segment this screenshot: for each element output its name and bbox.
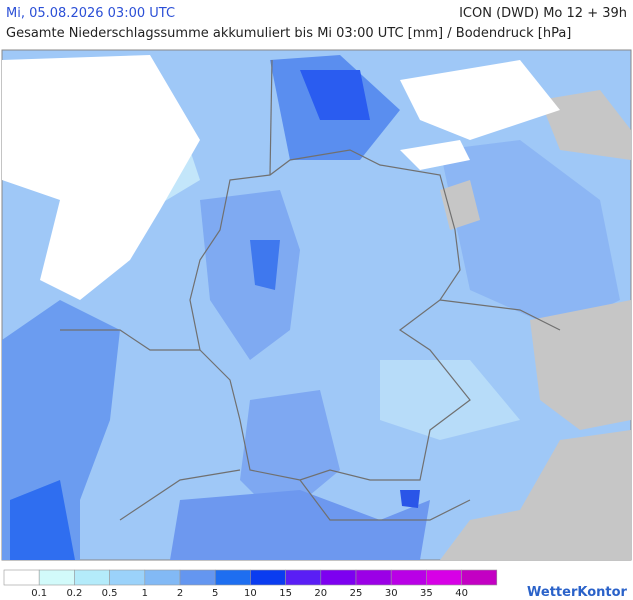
datetime: Mi, 05.08.2026 03:00 UTC	[6, 6, 176, 21]
legend-swatch	[355, 569, 392, 586]
legend-label: 40	[455, 588, 468, 599]
logo-text: WetterKontor	[527, 585, 628, 600]
legend-swatch	[3, 569, 40, 586]
legend-swatch	[109, 569, 146, 586]
legend-label: 35	[420, 588, 433, 599]
legend-label: 2	[177, 588, 183, 599]
legend-swatch	[74, 569, 110, 586]
legend-swatch	[179, 569, 216, 586]
legend-label: 1	[142, 588, 148, 599]
legend-swatch	[390, 569, 427, 586]
legend-label: 5	[212, 588, 218, 599]
legend-label: 25	[350, 588, 363, 599]
legend-label: 20	[314, 588, 327, 599]
legend-label: 0.1	[31, 588, 47, 599]
legend-swatch	[214, 569, 251, 586]
legend-swatch	[285, 569, 322, 586]
legend-label: 0.5	[102, 588, 118, 599]
borders	[60, 59, 561, 521]
legend-swatch	[320, 569, 357, 586]
subtitle: Gesamte Niederschlagssumme akkumuliert b…	[6, 26, 572, 41]
precip-fields	[2, 55, 620, 560]
land-no-precip	[440, 90, 631, 560]
sea-no-precip	[2, 55, 560, 300]
legend-swatch	[38, 569, 75, 586]
legend-label: 10	[244, 588, 257, 599]
legend-label: 15	[279, 588, 292, 599]
legend-swatch	[461, 569, 498, 586]
legend-swatch	[144, 569, 181, 586]
legend-swatch	[426, 569, 462, 586]
legend-label: 0.2	[66, 588, 82, 599]
legend-label: 30	[385, 588, 398, 599]
legend: 0.1 0.2 0.5 1 2 5 10 15 20 25 30 35 40	[3, 569, 498, 599]
logo: WetterKontor	[527, 585, 628, 600]
model-run: ICON (DWD) Mo 12 + 39h	[459, 6, 627, 21]
legend-swatch	[250, 569, 286, 586]
